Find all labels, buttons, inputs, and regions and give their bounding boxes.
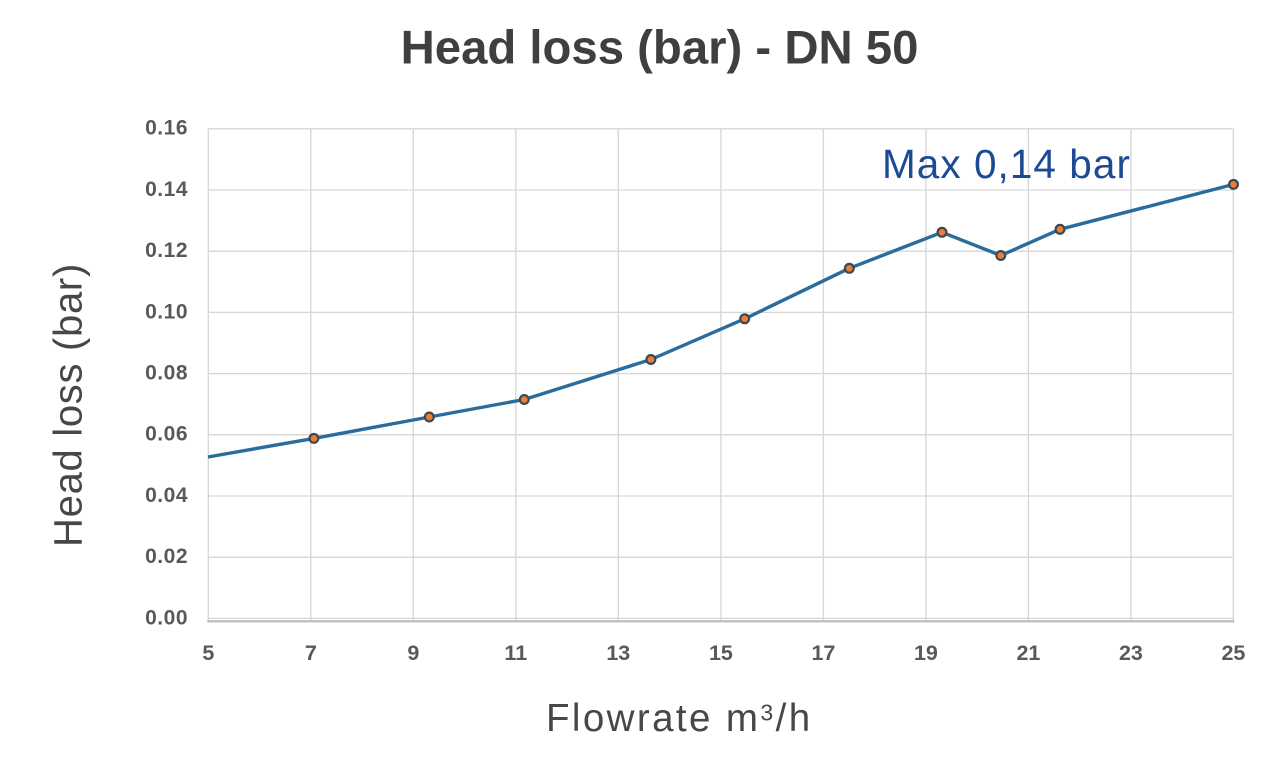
svg-text:0.10: 0.10	[145, 300, 188, 323]
svg-text:Head loss (bar): Head loss (bar)	[47, 263, 91, 547]
svg-text:0.08: 0.08	[145, 362, 188, 385]
svg-text:13: 13	[606, 641, 630, 665]
svg-text:0.02: 0.02	[145, 545, 188, 568]
svg-text:9: 9	[407, 641, 419, 665]
svg-text:0.00: 0.00	[145, 606, 188, 629]
svg-text:0.14: 0.14	[145, 178, 188, 201]
svg-text:Flowrate m3/h: Flowrate m3/h	[546, 697, 813, 740]
svg-text:0.04: 0.04	[145, 484, 188, 507]
svg-text:Max 0,14 bar: Max 0,14 bar	[882, 141, 1131, 187]
svg-text:25: 25	[1221, 641, 1245, 665]
svg-text:23: 23	[1119, 641, 1143, 665]
svg-text:17: 17	[811, 641, 835, 665]
svg-text:21: 21	[1016, 641, 1040, 665]
svg-text:19: 19	[914, 641, 938, 665]
svg-text:0.12: 0.12	[145, 239, 188, 262]
svg-text:11: 11	[504, 641, 527, 665]
svg-text:7: 7	[305, 641, 317, 665]
svg-text:5: 5	[202, 641, 214, 665]
svg-text:Head loss (bar) - DN 50: Head loss (bar) - DN 50	[401, 21, 919, 74]
svg-text:0.16: 0.16	[145, 117, 188, 140]
svg-text:15: 15	[709, 641, 733, 665]
svg-text:0.06: 0.06	[145, 423, 188, 446]
